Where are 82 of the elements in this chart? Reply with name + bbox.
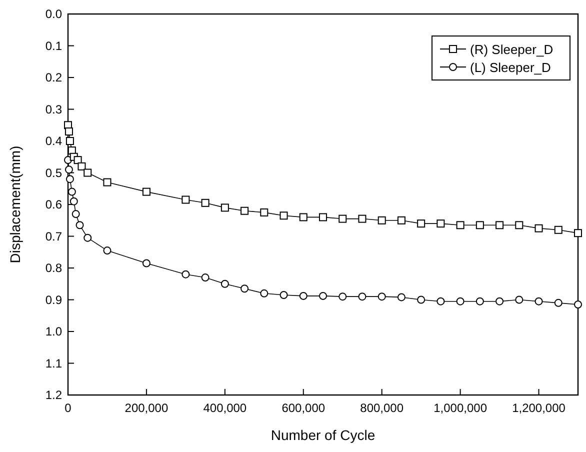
point <box>280 212 288 220</box>
legend-label: (R) Sleeper_D <box>470 42 554 57</box>
point <box>299 292 308 300</box>
x-tick-label: 400,000 <box>203 401 247 415</box>
point <box>319 213 327 222</box>
legend-label: (L) Sleeper_D <box>470 60 551 75</box>
point <box>358 292 366 301</box>
point <box>66 137 74 145</box>
y-tick-label: 0.6 <box>45 198 62 212</box>
point <box>78 162 86 170</box>
y-tick-label: 1.2 <box>45 388 62 402</box>
point <box>201 274 210 282</box>
y-tick-label: 0.4 <box>45 134 62 148</box>
point <box>515 221 524 230</box>
y-tick-label: 0.0 <box>45 7 62 21</box>
point <box>182 196 190 204</box>
point <box>64 127 73 136</box>
y-tick-label: 1.1 <box>45 356 62 370</box>
point <box>84 168 92 177</box>
point <box>338 292 347 301</box>
point <box>64 166 73 174</box>
point <box>319 292 327 300</box>
point <box>260 208 268 216</box>
point <box>358 214 366 223</box>
point <box>66 175 74 184</box>
point <box>142 259 150 268</box>
point <box>70 197 78 206</box>
point <box>397 216 406 224</box>
x-tick-label: 0 <box>64 401 72 415</box>
point <box>260 289 268 298</box>
point <box>534 297 543 306</box>
point <box>378 292 386 301</box>
point <box>338 214 347 223</box>
point <box>417 296 426 304</box>
point <box>436 297 445 306</box>
point <box>476 221 484 230</box>
x-tick-label: 800,000 <box>360 401 404 415</box>
point <box>378 216 386 224</box>
point <box>76 221 84 230</box>
point <box>240 206 249 215</box>
point <box>456 221 464 230</box>
y-tick-label: 0.3 <box>45 102 62 116</box>
point <box>220 204 229 212</box>
y-tick-label: 0.5 <box>45 166 62 180</box>
point <box>201 198 210 207</box>
point <box>574 229 582 238</box>
point <box>84 234 92 242</box>
point <box>417 220 426 228</box>
y-axis-title: Displacement(mm) <box>7 146 23 264</box>
point <box>142 188 150 196</box>
point <box>496 297 504 306</box>
x-tick-label: 200,000 <box>124 401 168 415</box>
point <box>554 226 562 234</box>
point <box>456 297 464 306</box>
point <box>182 270 190 278</box>
y-tick-label: 0.1 <box>45 38 62 53</box>
point <box>496 221 504 230</box>
y-tick-label: 0.8 <box>45 261 62 275</box>
x-tick-label: 1,000,000 <box>434 401 488 415</box>
point <box>515 296 524 304</box>
y-tick-label: 0.9 <box>45 292 62 307</box>
point <box>397 293 406 302</box>
point <box>299 213 308 222</box>
point <box>220 280 229 288</box>
point <box>103 178 112 186</box>
point <box>534 224 543 232</box>
point <box>436 220 445 228</box>
point <box>554 298 562 307</box>
x-tick-label: 600,000 <box>282 401 326 415</box>
point <box>103 246 112 255</box>
point <box>280 290 288 299</box>
point <box>68 188 76 196</box>
x-axis-title: Number of Cycle <box>270 427 376 443</box>
point <box>72 210 80 218</box>
y-tick-label: 0.2 <box>45 70 62 84</box>
point <box>74 156 82 164</box>
y-tick-label: 0.7 <box>45 229 62 244</box>
point <box>476 297 484 306</box>
y-tick-label: 1.0 <box>45 324 62 338</box>
point <box>574 300 582 309</box>
x-tick-label: 1,200,000 <box>512 401 566 415</box>
point <box>240 284 249 293</box>
